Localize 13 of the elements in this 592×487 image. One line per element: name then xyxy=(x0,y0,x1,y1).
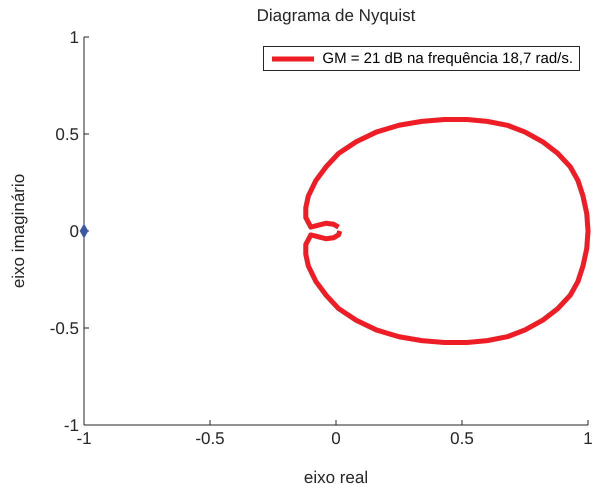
legend-label: GM = 21 dB na frequência 18,7 rad/s. xyxy=(322,50,573,67)
y-tick-label: 0 xyxy=(70,222,79,242)
chart-title: Diagrama de Nyquist xyxy=(256,6,416,26)
x-tick-label: -0.5 xyxy=(195,429,225,448)
x-tick-label: 0 xyxy=(331,429,341,448)
x-tick-label: 1 xyxy=(583,429,592,448)
y-axis-title: eixo imaginário xyxy=(9,174,28,288)
y-tick-label: -1 xyxy=(64,416,79,436)
y-tick-label: -0.5 xyxy=(50,319,79,338)
x-axis-title: eixo real xyxy=(304,468,368,487)
y-tick-label: 0.5 xyxy=(55,125,79,144)
x-tick-label: 0.5 xyxy=(450,429,474,448)
y-tick-label: 1 xyxy=(70,28,79,48)
